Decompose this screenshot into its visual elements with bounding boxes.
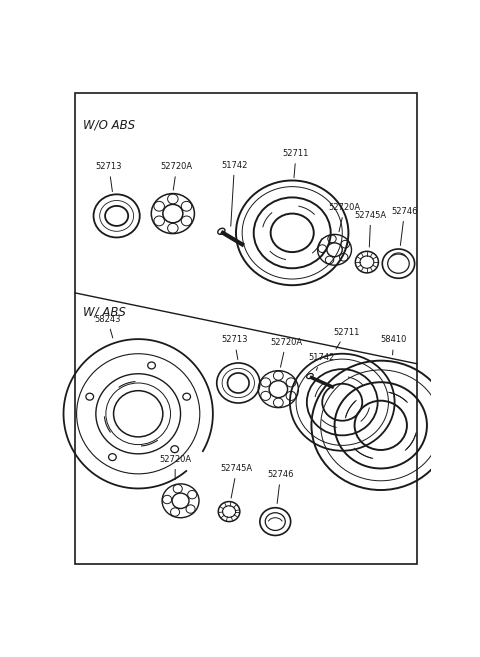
- Text: 52711: 52711: [283, 149, 309, 177]
- Text: W/ ABS: W/ ABS: [83, 306, 126, 319]
- Text: W/O ABS: W/O ABS: [83, 119, 135, 132]
- Text: 52713: 52713: [221, 336, 248, 359]
- Text: 52720A: 52720A: [159, 455, 191, 480]
- Text: 52713: 52713: [96, 162, 122, 192]
- Text: 52745A: 52745A: [355, 211, 387, 247]
- Text: 58410: 58410: [381, 336, 407, 355]
- Text: 52746: 52746: [391, 207, 418, 246]
- Text: 52720A: 52720A: [161, 162, 193, 190]
- Text: 58243: 58243: [94, 315, 120, 338]
- Text: 52745A: 52745A: [221, 464, 253, 498]
- Text: 51742: 51742: [221, 161, 248, 226]
- Text: 51742: 51742: [308, 353, 335, 371]
- Ellipse shape: [307, 374, 313, 378]
- Text: 52711: 52711: [333, 328, 360, 349]
- Text: 52720A: 52720A: [270, 338, 302, 367]
- Text: 52720A: 52720A: [328, 203, 360, 232]
- Text: 52746: 52746: [267, 470, 294, 503]
- Ellipse shape: [218, 228, 225, 235]
